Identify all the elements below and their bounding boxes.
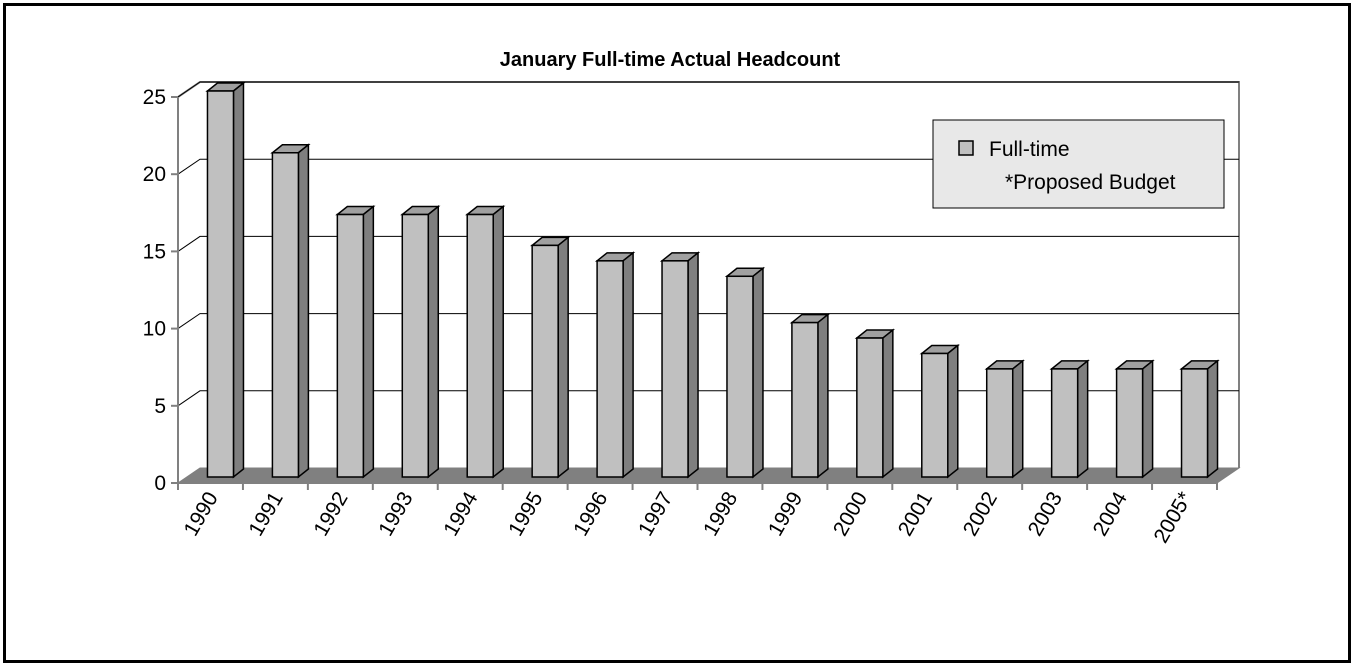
- x-tick-label: 1994: [439, 488, 482, 540]
- x-tick-label: 1998: [699, 488, 742, 540]
- bar-side-face: [1206, 359, 1219, 479]
- bar-1993: [400, 204, 441, 479]
- bar-front-face: [401, 213, 430, 478]
- bar-2003: [1049, 359, 1090, 479]
- bar-1994: [465, 204, 506, 479]
- x-tick-label: 1999: [764, 488, 807, 540]
- bar-front-face: [661, 260, 689, 478]
- bar-side-face: [1141, 359, 1154, 479]
- x-tick-label: 2003: [1024, 488, 1067, 540]
- bar-1997: [659, 251, 701, 479]
- chart-title: January Full-time Actual Headcount: [500, 49, 841, 71]
- x-tick-label: 1995: [504, 488, 547, 540]
- bar-front-face: [1180, 368, 1209, 478]
- legend-box: [932, 119, 1225, 209]
- x-axis: 1990 1991 1992 1993 1994 1995 1996 1997 1998 1999…: [177, 482, 1218, 547]
- bar-side-face: [1011, 359, 1024, 479]
- y-tick-label: 5: [154, 395, 166, 418]
- bar-side-face: [297, 143, 310, 479]
- bar-front-face: [985, 368, 1014, 478]
- gridline: [177, 313, 1239, 330]
- y-tick-label: 15: [143, 240, 166, 263]
- bar-1996: [594, 251, 636, 479]
- x-tick-label: 2005*: [1149, 488, 1196, 547]
- bar-front-face: [466, 213, 494, 478]
- bar-front-face: [791, 321, 819, 478]
- bar-2001: [919, 343, 960, 479]
- bar-2005: [1179, 359, 1220, 479]
- bar-front-face: [921, 352, 949, 478]
- bar-side-face: [817, 313, 829, 479]
- bar-front-face: [856, 337, 884, 478]
- bar-front-face: [531, 244, 559, 478]
- legend: Full-time *Proposed Budget: [932, 119, 1225, 209]
- x-tick-label: 1997: [634, 488, 677, 540]
- gridline: [177, 158, 1239, 175]
- y-tick-label: 20: [143, 163, 166, 186]
- bar-side-face: [947, 343, 959, 479]
- bar-side-face: [557, 235, 569, 479]
- bar-front-face: [271, 152, 300, 478]
- legend-swatch: [958, 140, 974, 156]
- x-tick-label: 1992: [309, 488, 352, 540]
- bar-front-face: [1050, 368, 1079, 478]
- x-tick-label: 1990: [180, 488, 223, 540]
- x-tick-label: 1996: [569, 488, 612, 540]
- gridline: [177, 235, 1239, 252]
- bar-1998: [724, 266, 766, 479]
- y-axis: 0 5 10 15 20 25: [143, 86, 179, 495]
- bar-front-face: [596, 260, 624, 478]
- bar-side-face: [1076, 359, 1089, 479]
- bar-side-face: [752, 266, 764, 479]
- x-tick-label: 2000: [829, 488, 872, 540]
- bar-2004: [1114, 359, 1155, 479]
- bar-1995: [530, 235, 571, 479]
- bar-2002: [984, 359, 1025, 479]
- x-tick-label: 1991: [244, 488, 287, 540]
- x-tick-label: 2002: [959, 488, 1002, 540]
- bar-side-face: [232, 81, 245, 479]
- bar-1990: [205, 81, 246, 479]
- bar-1991: [270, 143, 311, 479]
- bar-side-face: [492, 204, 504, 479]
- bar-1992: [335, 204, 376, 479]
- bar-side-face: [687, 251, 699, 479]
- bar-front-face: [1115, 368, 1144, 478]
- bar-front-face: [726, 275, 754, 478]
- gridline: [177, 81, 1239, 98]
- legend-entry-full-time: Full-time: [989, 138, 1070, 161]
- bar-side-face: [362, 204, 375, 479]
- x-tick-label: 1993: [374, 488, 417, 540]
- bar-2000: [854, 328, 895, 479]
- bar-front-face: [336, 213, 365, 478]
- y-tick-label: 0: [154, 472, 166, 495]
- y-tick-label: 25: [143, 86, 166, 109]
- bar-1999: [789, 313, 831, 479]
- legend-note: *Proposed Budget: [1005, 171, 1176, 194]
- bar-front-face: [206, 90, 235, 478]
- bar-side-face: [427, 204, 440, 479]
- bar-side-face: [622, 251, 634, 479]
- y-tick-label: 10: [143, 318, 166, 341]
- x-tick-label: 2001: [894, 488, 937, 540]
- bars: [205, 81, 1220, 479]
- x-tick-label: 2004: [1089, 488, 1132, 540]
- bar-side-face: [882, 328, 894, 479]
